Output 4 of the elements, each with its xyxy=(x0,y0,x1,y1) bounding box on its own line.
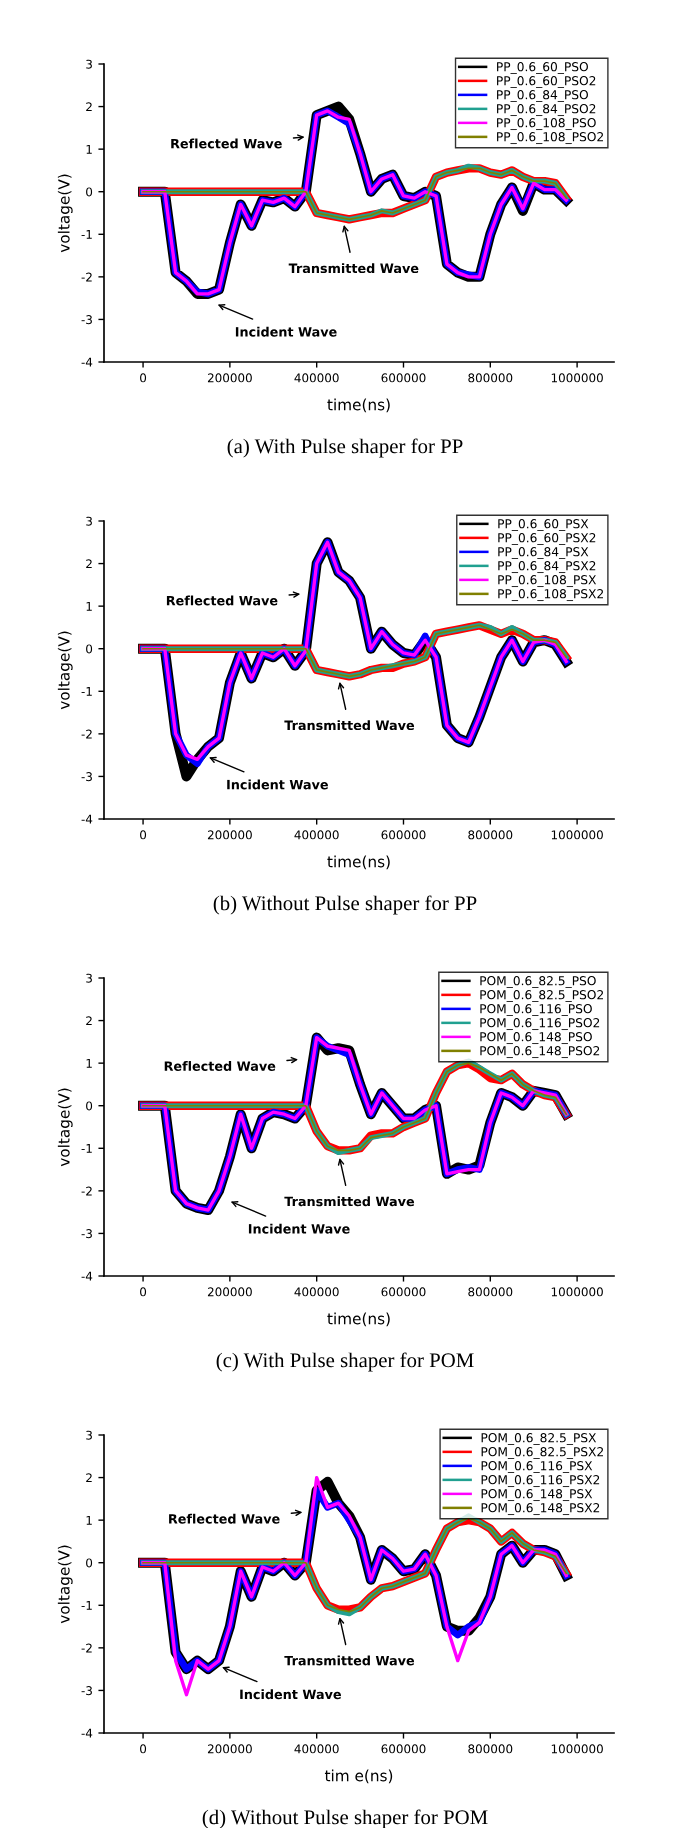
text: (c) With Pulse shaper for POM xyxy=(216,1352,474,1372)
text: (b) Without Pulse shaper for PP xyxy=(213,895,477,915)
text: (a) With Pulse shaper for PP xyxy=(227,438,463,458)
text: (d) Without Pulse shaper for POM xyxy=(202,1809,488,1828)
